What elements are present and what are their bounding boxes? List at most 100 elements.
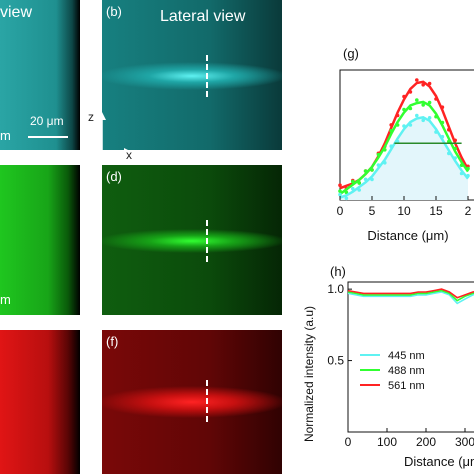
chart-g-data-point xyxy=(395,113,400,118)
chart-g-data-point xyxy=(370,177,374,182)
panel-b-cut-line xyxy=(206,55,208,97)
panel-f-cut-line xyxy=(206,380,208,422)
chart-g-data-point xyxy=(389,123,394,127)
chart-g-data-point xyxy=(338,192,342,197)
panel-e-image: m xyxy=(0,330,80,474)
chart-g-data-point xyxy=(408,106,413,111)
chart-g-data-point xyxy=(357,188,362,192)
chart-g-data-point xyxy=(466,166,470,171)
chart-h-xtick-label: 0 xyxy=(345,435,352,449)
panel-a-unit-fragment: m xyxy=(0,128,11,143)
chart-g-xtick-label: 10 xyxy=(397,204,411,218)
chart-g-data-point xyxy=(351,186,355,191)
chart-g-data-point xyxy=(363,169,368,173)
chart-g-data-point xyxy=(402,107,406,112)
chart-g-xtick-label: 15 xyxy=(429,204,443,218)
chart-g-series-line xyxy=(339,115,469,199)
chart-g-data-point xyxy=(421,103,426,107)
chart-g-data-point xyxy=(447,151,451,156)
panel-c-image xyxy=(0,165,80,315)
chart-g-xtick-label: 2 xyxy=(465,204,472,218)
chart-g-data-point xyxy=(434,130,438,134)
panel-b-image: (b) Lateral view xyxy=(102,0,282,150)
chart-g-data-point xyxy=(440,134,445,139)
chart-g-data-point xyxy=(421,118,426,123)
chart-g-data-point xyxy=(344,196,349,201)
chart-g-data-point xyxy=(453,156,458,160)
chart-g-data-point xyxy=(395,139,400,144)
panel-b-title: Lateral view xyxy=(160,8,246,25)
chart-g-data-point xyxy=(427,100,432,105)
chart-h-xtick-label: 100 xyxy=(377,435,397,449)
chart-g-data-point xyxy=(434,97,438,101)
chart-g-data-point xyxy=(440,105,445,109)
chart-g-xlabel: Distance (μm) xyxy=(367,228,448,243)
scale-bar xyxy=(28,136,68,138)
chart-g-data-point xyxy=(370,168,374,172)
chart-h-series-line xyxy=(347,291,474,305)
chart-g-data-point xyxy=(408,123,413,127)
panel-c-unit-fragment: m xyxy=(0,292,11,307)
chart-h-legend-label: 561 nm xyxy=(388,380,425,392)
panel-a-title-fragment: view xyxy=(0,4,33,21)
chart-g-data-point xyxy=(338,183,342,187)
chart-g-data-point xyxy=(395,123,400,127)
chart-g-data-point xyxy=(415,113,419,118)
chart-g-data-point xyxy=(434,114,438,119)
chart-g-data-point xyxy=(466,173,470,178)
chart-h-series-line xyxy=(347,289,474,302)
axes-inset xyxy=(98,112,132,156)
chart-h-xtick-label: 200 xyxy=(416,435,436,449)
chart-g-data-point xyxy=(357,181,362,185)
chart-g-data-point xyxy=(427,116,432,120)
chart-g-data-point xyxy=(402,124,406,128)
chart-g-data-point xyxy=(402,94,406,99)
chart-g-data-point xyxy=(363,177,368,182)
chart-h-legend-label: 445 nm xyxy=(388,350,425,362)
chart-g-data-point xyxy=(453,146,458,151)
chart-g-series-line xyxy=(339,100,470,196)
panel-d-cut-line xyxy=(206,220,208,262)
chart-g-data-point xyxy=(338,189,342,193)
chart-g-data-point xyxy=(408,90,413,94)
chart-h-ylabel: Normalized intensity (a.u) xyxy=(302,305,316,443)
chart-g-data-point xyxy=(383,148,387,152)
chart-h-xlabel: Distance (μm xyxy=(404,454,474,469)
panel-d-label: (d) xyxy=(106,169,122,184)
chart-g-data-point xyxy=(383,161,387,165)
chart-h-ytick-label: 0.5 xyxy=(327,354,344,368)
chart-g-data-point xyxy=(447,139,451,144)
chart-g-data-point xyxy=(447,127,451,132)
chart-g-data-point xyxy=(389,144,394,148)
chart-h-ytick-label: 1.0 xyxy=(327,282,344,296)
panel-g-label: (g) xyxy=(343,46,359,61)
chart-g-data-point xyxy=(440,120,445,125)
chart-g-data-point xyxy=(389,129,394,133)
axis-z-label: z xyxy=(88,110,94,124)
chart-h-series-line xyxy=(347,288,474,299)
chart-g-data-point xyxy=(459,163,464,167)
chart-h-frame xyxy=(347,281,474,433)
panel-h-label: (h) xyxy=(330,264,346,279)
chart-g-data-point xyxy=(427,81,432,86)
chart-g-data-point xyxy=(415,98,419,102)
scale-bar-label: 20 μm xyxy=(30,114,64,128)
chart-h-xtick-label: 300 xyxy=(455,435,474,449)
chart-g-data-point xyxy=(376,152,381,157)
panel-d-image: (d) xyxy=(102,165,282,315)
chart-g-xtick-label: 0 xyxy=(337,204,344,218)
chart-g-data-point xyxy=(351,179,355,184)
axis-x-label: x xyxy=(126,148,132,162)
panel-f-label: (f) xyxy=(106,334,119,349)
chart-g-data-point xyxy=(415,78,419,82)
chart-g-data-point xyxy=(421,83,426,87)
chart-g-data-point xyxy=(376,163,381,167)
chart-g-data-point xyxy=(459,171,464,176)
chart-g-xtick-label: 5 xyxy=(369,204,376,218)
chart-g-data-point xyxy=(453,138,458,143)
panel-a-image: view 20 μm m xyxy=(0,0,80,150)
chart-h-legend-label: 488 nm xyxy=(388,365,425,377)
panel-f-image: (f) xyxy=(102,330,282,474)
panel-b-label: (b) xyxy=(106,4,122,19)
